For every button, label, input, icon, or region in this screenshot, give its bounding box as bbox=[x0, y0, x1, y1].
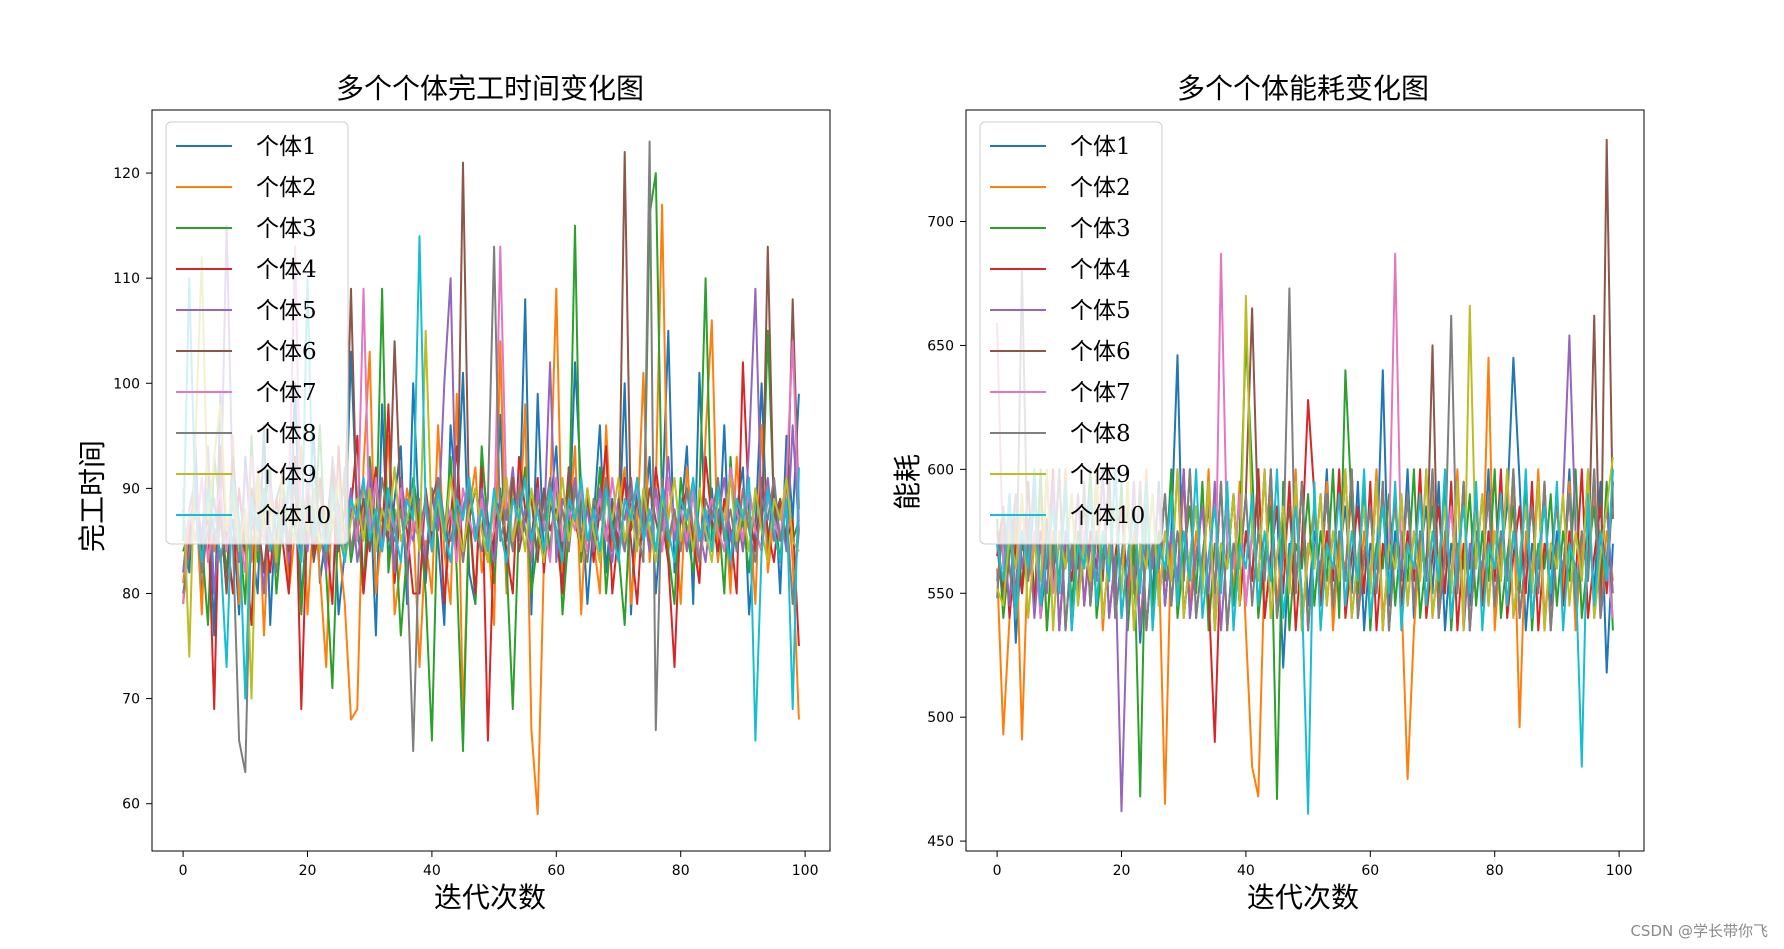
y-tick-label: 600 bbox=[927, 462, 954, 478]
y-tick-label: 100 bbox=[113, 376, 140, 392]
x-tick-label: 20 bbox=[1113, 863, 1131, 879]
legend: 个体1 个体2 个体3 个体4 个体5 个体6 个体7 个体8 个体9 个体10 bbox=[979, 121, 1163, 545]
x-axis-label: 迭代次数 bbox=[1247, 881, 1359, 914]
x-axis-label: 迭代次数 bbox=[434, 881, 546, 914]
legend-label: 个体8 bbox=[1070, 421, 1131, 447]
watermark: CSDN @学长带你飞 bbox=[1630, 922, 1768, 940]
chart-makespan: 多个个体完工时间变化图 迭代次数 完工时间 0 20 40 60 80 100 60 70 80… bbox=[76, 72, 831, 914]
legend-label: 个体3 bbox=[1070, 216, 1131, 242]
chart-title: 多个个体完工时间变化图 bbox=[336, 72, 644, 105]
y-tick-label: 450 bbox=[927, 834, 954, 850]
y-tick-label: 110 bbox=[113, 271, 140, 287]
x-tick-label: 20 bbox=[299, 863, 317, 879]
plot-area-frame bbox=[151, 109, 831, 852]
legend-label: 个体2 bbox=[1070, 175, 1131, 201]
legend-label: 个体9 bbox=[256, 462, 317, 488]
legend-label: 个体9 bbox=[1070, 462, 1131, 488]
x-tick-label: 40 bbox=[1237, 863, 1255, 879]
plot-area-frame bbox=[965, 109, 1645, 852]
chart-title: 多个个体能耗变化图 bbox=[1177, 72, 1429, 105]
legend-label: 个体1 bbox=[256, 134, 317, 160]
y-axis-label: 完工时间 bbox=[76, 440, 109, 552]
legend-label: 个体4 bbox=[1070, 257, 1131, 283]
x-tick-label: 40 bbox=[423, 863, 441, 879]
legend-label: 个体7 bbox=[1070, 380, 1131, 406]
y-tick-label: 650 bbox=[927, 338, 954, 354]
legend-label: 个体5 bbox=[256, 298, 317, 324]
legend-label: 个体1 bbox=[1070, 134, 1131, 160]
y-tick-label: 700 bbox=[927, 215, 954, 231]
y-tick-label: 90 bbox=[122, 481, 140, 497]
legend-label: 个体4 bbox=[256, 257, 317, 283]
x-tick-label: 80 bbox=[1486, 863, 1504, 879]
series-line-4 bbox=[182, 361, 800, 742]
series-line-10 bbox=[996, 468, 1614, 815]
x-tick-label: 60 bbox=[1361, 863, 1379, 879]
y-tick-label: 70 bbox=[122, 692, 140, 708]
y-tick-label: 80 bbox=[122, 586, 140, 602]
x-tick-label: 80 bbox=[672, 863, 690, 879]
y-tick-label: 120 bbox=[113, 166, 140, 182]
x-tick-label: 100 bbox=[792, 863, 819, 879]
y-axis-label: 能耗 bbox=[891, 454, 924, 510]
legend-label: 个体10 bbox=[256, 503, 331, 529]
y-tick-label: 500 bbox=[927, 710, 954, 726]
legend-label: 个体6 bbox=[256, 339, 317, 365]
series-lines bbox=[996, 138, 1614, 815]
x-tick-label: 0 bbox=[179, 863, 188, 879]
legend-label: 个体6 bbox=[1070, 339, 1131, 365]
y-tick-label: 550 bbox=[927, 586, 954, 602]
x-tick-label: 0 bbox=[993, 863, 1002, 879]
legend-label: 个体7 bbox=[256, 380, 317, 406]
x-tick-label: 60 bbox=[547, 863, 565, 879]
y-tick-label: 60 bbox=[122, 797, 140, 813]
legend-label: 个体2 bbox=[256, 175, 317, 201]
x-tick-label: 100 bbox=[1606, 863, 1633, 879]
legend-label: 个体10 bbox=[1070, 503, 1145, 529]
chart-energy: 多个个体能耗变化图 迭代次数 能耗 0 20 40 60 80 100 450 500 550 6… bbox=[891, 72, 1645, 914]
legend-label: 个体8 bbox=[256, 421, 317, 447]
legend: 个体1 个体2 个体3 个体4 个体5 个体6 个体7 个体8 个体9 个体10 bbox=[165, 121, 349, 545]
legend-label: 个体3 bbox=[256, 216, 317, 242]
legend-label: 个体5 bbox=[1070, 298, 1131, 324]
